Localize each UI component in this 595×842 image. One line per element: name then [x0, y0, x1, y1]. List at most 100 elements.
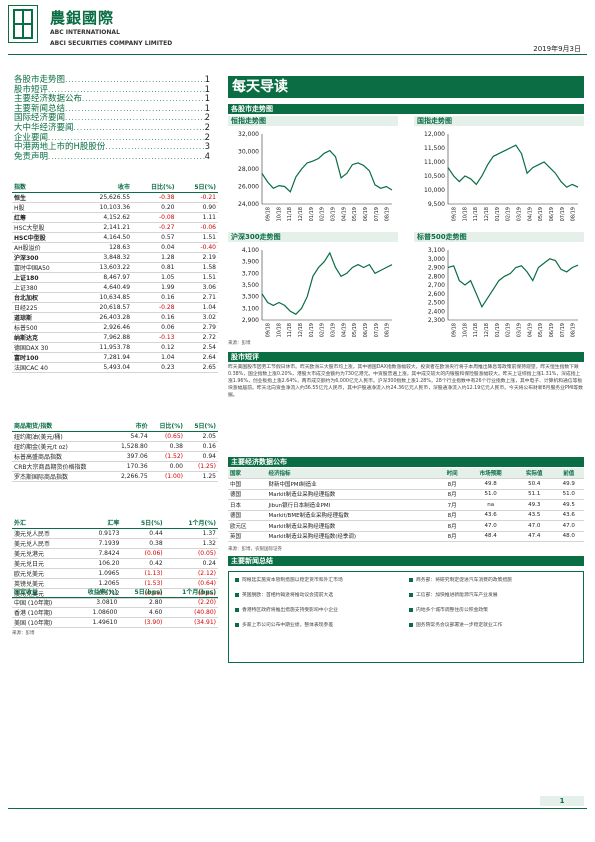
news-item[interactable]: 香港特区政府将推出措施支持受影响中小企业	[235, 606, 403, 613]
chart-svg: 12,000 11,500 11,000 10,500 10,000 9,500 09/18…	[424, 131, 579, 221]
toc-item-title[interactable]: 主要经济数据公布	[14, 94, 83, 105]
news-item-text[interactable]: 阿根廷实施资本管制措施以稳定货币和外汇市场	[242, 578, 343, 583]
toc-item-title[interactable]: 各股市走势图	[14, 75, 66, 85]
table-label-cell: 富时中国A50	[12, 262, 77, 273]
table-value-cell: 10,103.36	[76, 202, 133, 213]
toc-item[interactable]: 股市短评....................................…	[14, 84, 210, 96]
news-item-text[interactable]: 香港特区政府将推出措施支持受影响中小企业	[242, 608, 338, 613]
table-value-cell: 20,618.57	[76, 302, 133, 313]
news-item-text[interactable]: 内地多个城市调整住房公积金政策	[416, 608, 488, 613]
x-tick-label: 06/19	[363, 207, 369, 221]
y-tick-label: 2,400	[428, 308, 445, 315]
toc-item[interactable]: 国际经济要闻..................................…	[14, 114, 210, 124]
table-header-cell: 5日(bps)	[119, 587, 165, 598]
news-item[interactable]: 英国脱欧：首相约翰逊将推动议会提前大选	[235, 591, 403, 598]
table-of-contents: 各股市走势图..................................…	[14, 75, 210, 163]
table-value-cell: 54.74	[110, 431, 150, 442]
table-value-cell: 2.19	[176, 252, 218, 263]
toc-item-title[interactable]: 主要新闻总结	[14, 103, 66, 114]
table-row: 英国 Markit制造业采购经理指数(经季调) 8月 48.4 47.4 48.0	[228, 531, 584, 542]
x-tick-label: 03/19	[330, 323, 336, 337]
table-label-cell: 香港 (10年期)	[12, 607, 72, 618]
x-tick-label: 07/19	[560, 323, 566, 337]
news-item[interactable]: 工信部：加快推进新能源汽车产业发展	[409, 591, 577, 598]
econ-section-header: 主要经济数据公布	[228, 457, 584, 467]
table-value-cell: 1.51	[176, 232, 218, 243]
news-item[interactable]: 国务院常务会议部署进一步稳定就业工作	[409, 621, 577, 628]
page-number: 1	[540, 796, 584, 806]
table-cell: 47.4	[515, 531, 554, 542]
table-row: 富时100 7,281.94 1.04 2.64	[12, 352, 218, 363]
table-value-cell: 2.80	[119, 597, 165, 608]
table-row: 日本 Jibun银行日本制造业PMI 7月 na 49.3 49.5	[228, 499, 584, 511]
news-item-text[interactable]: 商务部：将研究制定促进汽车消费的政策措施	[416, 578, 512, 583]
toc-item-title[interactable]: 中港两地上市的H股股份	[14, 142, 106, 153]
table-value-cell: 1.05	[132, 272, 177, 283]
toc-item-title[interactable]: 大中华经济要闻	[14, 122, 74, 133]
toc-item[interactable]: 各股市走势图..................................…	[14, 75, 210, 86]
table-header-cell: 市价	[110, 421, 150, 432]
news-item[interactable]: 阿根廷实施资本管制措施以稳定货币和外汇市场	[235, 576, 403, 583]
toc-item-title[interactable]: 国际经济要闻	[14, 113, 66, 124]
table-value-cell: 7,962.88	[76, 332, 133, 343]
charts-section-header: 各股市走势图	[228, 104, 584, 114]
chart-axis	[447, 250, 578, 321]
chart-axis	[261, 250, 392, 321]
table-value-cell: 2.05	[185, 431, 218, 442]
news-item-text[interactable]: 工信部：加快推进新能源汽车产业发展	[416, 593, 498, 598]
news-item-text[interactable]: 多家上市公司公布中期业绩，整体表现参差	[242, 623, 334, 628]
toc-item[interactable]: 大中华经济要闻.................................…	[14, 122, 210, 134]
toc-item-title[interactable]: 股市短评	[14, 84, 49, 95]
table-value-cell: (0.65)	[149, 431, 185, 442]
table-value-cell: 0.38	[149, 441, 185, 452]
table-value-cell: (1.00)	[149, 471, 185, 482]
x-tick-label: 09/18	[451, 207, 457, 221]
table-label-cell: 纳斯达克	[12, 332, 77, 343]
table-row: 上证180 8,467.97 1.05 1.51	[12, 272, 218, 283]
toc-item-page: 1	[204, 103, 210, 114]
table-row: 富时中国A50 13,603.22 0.81 1.58	[12, 262, 218, 273]
chart-title: 国指走势图	[414, 116, 584, 126]
table-cell: 7月	[438, 499, 467, 511]
toc-item[interactable]: 中港两地上市的H股股份.............................…	[14, 143, 210, 153]
table-value-cell: 0.06	[132, 322, 177, 333]
table-header-cell: 市场预期	[466, 468, 516, 479]
table-value-cell: 0.23	[132, 362, 177, 373]
table-cell: 日本	[228, 499, 267, 511]
news-item[interactable]: 多家上市公司公布中期业绩，整体表现参差	[235, 621, 403, 628]
y-tick-label: 11,000	[424, 159, 445, 166]
table-label-cell: HSC大型股	[12, 222, 77, 233]
table-row: CRB大宗商品期货价格指数 170.36 0.00 (1.25)	[12, 461, 218, 472]
news-item-text[interactable]: 国务院常务会议部署进一步稳定就业工作	[416, 623, 503, 628]
table-value-cell: 0.90	[176, 202, 218, 213]
news-item[interactable]: 商务部：将研究制定促进汽车消费的政策措施	[409, 576, 577, 583]
table-value-cell: 2.65	[176, 362, 218, 373]
table-header-cell: 国家	[228, 468, 267, 479]
toc-item-title[interactable]: 企业要闻	[14, 132, 49, 143]
x-tick-label: 07/19	[560, 207, 566, 221]
table-value-cell: 0.94	[185, 451, 218, 462]
news-item[interactable]: 内地多个城市调整住房公积金政策	[409, 606, 577, 613]
x-tick-label: 10/18	[462, 207, 468, 221]
x-tick-label: 12/18	[484, 207, 490, 221]
toc-item[interactable]: 主要经济数据公布................................…	[14, 95, 210, 105]
x-tick-label: 03/19	[516, 323, 522, 337]
toc-item[interactable]: 企业要闻....................................…	[14, 132, 210, 144]
table-cell: 43.6	[466, 510, 516, 521]
x-tick-label: 09/18	[265, 323, 271, 337]
toc-item[interactable]: 免责声明....................................…	[14, 151, 210, 163]
news-item-text[interactable]: 英国脱欧：首相约翰逊将推动议会提前大选	[242, 593, 334, 598]
table-cell: 德国	[228, 510, 267, 521]
table-value-cell: 397.06	[110, 451, 150, 462]
x-tick-label: 02/19	[320, 207, 326, 221]
toc-item[interactable]: 主要新闻总结..................................…	[14, 103, 210, 115]
toc-leader-dots: ........................................…	[65, 104, 205, 113]
toc-item-title[interactable]: 免责声明	[14, 151, 49, 162]
table-value-cell: 1.58	[176, 262, 218, 273]
toc-item-page: 2	[204, 113, 210, 124]
table-value-cell: 13,603.22	[76, 262, 133, 273]
table-value-cell: 1.08600	[71, 607, 120, 618]
table-cell: 43.5	[515, 510, 554, 521]
table-cell: 中国	[228, 478, 267, 490]
page-title: 每天导读	[228, 76, 584, 98]
